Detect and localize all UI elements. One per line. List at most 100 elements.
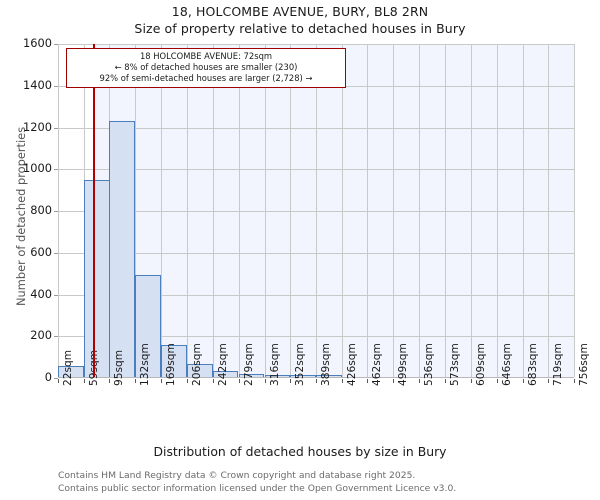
gridline-v-5 bbox=[187, 44, 189, 377]
gridline-v-10 bbox=[316, 44, 317, 377]
y-tick-label-600: 600 bbox=[30, 244, 52, 259]
gridline-v-4 bbox=[161, 44, 163, 377]
bar-352sqm bbox=[289, 375, 316, 377]
footer-line-1: Contains HM Land Registry data © Crown c… bbox=[58, 470, 416, 481]
y-tick-label-800: 800 bbox=[30, 203, 52, 217]
x-tick-label-352sqm: 352sqm bbox=[293, 343, 306, 386]
x-tick-mark-15 bbox=[445, 379, 447, 383]
x-tick-label-95sqm: 95sqm bbox=[113, 349, 126, 386]
y-tick-label-400: 400 bbox=[30, 286, 52, 301]
x-tick-mark-3 bbox=[135, 379, 137, 383]
x-tick-label-646sqm: 646sqm bbox=[500, 343, 513, 386]
bar-279sqm bbox=[238, 373, 265, 377]
footer-attribution: Contains HM Land Registry data © Crown c… bbox=[58, 470, 588, 495]
x-tick-label-499sqm: 499sqm bbox=[397, 343, 410, 386]
gridline-v-12 bbox=[367, 44, 369, 377]
x-tick-label-536sqm: 536sqm bbox=[423, 343, 436, 386]
footer-line-2: Contains public sector information licen… bbox=[58, 482, 457, 494]
y-tick-mark-1400 bbox=[54, 85, 58, 87]
y-tick-mark-1600 bbox=[54, 44, 58, 45]
x-tick-label-426sqm: 426sqm bbox=[346, 343, 358, 386]
x-tick-label-169sqm: 169sqm bbox=[165, 343, 178, 386]
gridline-v-7 bbox=[238, 44, 240, 377]
x-tick-label-719sqm: 719sqm bbox=[551, 343, 564, 386]
gridline-v-16 bbox=[470, 44, 472, 377]
x-tick-label-206sqm: 206sqm bbox=[191, 343, 204, 386]
bar-132sqm bbox=[135, 274, 162, 377]
gridline-v-14 bbox=[419, 44, 421, 377]
x-tick-label-389sqm: 389sqm bbox=[320, 343, 332, 386]
bar-59sqm bbox=[84, 179, 110, 377]
x-tick-label-316sqm: 316sqm bbox=[268, 343, 281, 386]
bar-242sqm bbox=[212, 370, 239, 377]
x-tick-label-242sqm: 242sqm bbox=[216, 343, 229, 386]
gridline-v-6 bbox=[212, 44, 214, 377]
y-tick-mark-600 bbox=[54, 252, 58, 254]
gridline-v-13 bbox=[393, 44, 395, 377]
gridline-v-20 bbox=[574, 44, 575, 377]
y-tick-mark-400 bbox=[54, 294, 58, 296]
y-tick-mark-1200 bbox=[54, 127, 58, 129]
x-tick-mark-2 bbox=[109, 379, 111, 383]
x-tick-mark-4 bbox=[161, 379, 163, 383]
y-tick-mark-200 bbox=[54, 336, 58, 338]
x-axis-label: Distribution of detached houses by size … bbox=[153, 444, 447, 459]
bar-22sqm bbox=[58, 365, 84, 377]
y-tick-label-1600: 1600 bbox=[23, 36, 52, 50]
y-tick-mark-0 bbox=[54, 378, 58, 379]
x-tick-label-683sqm: 683sqm bbox=[526, 343, 539, 386]
bar-95sqm bbox=[109, 121, 136, 377]
gridline-v-18 bbox=[522, 44, 524, 377]
annotation-line-3: 92% of semi-detached houses are larger (… bbox=[99, 73, 313, 84]
plot-area bbox=[58, 44, 575, 378]
x-tick-mark-16 bbox=[470, 379, 472, 383]
gridline-v-8 bbox=[264, 44, 266, 377]
gridline-v-15 bbox=[445, 44, 447, 377]
x-tick-mark-9 bbox=[289, 379, 291, 383]
bar-169sqm bbox=[161, 344, 188, 377]
x-tick-mark-17 bbox=[496, 379, 498, 383]
x-tick-mark-0 bbox=[58, 379, 59, 383]
property-marker-line bbox=[93, 44, 95, 377]
page-subtitle: Size of property relative to detached ho… bbox=[134, 21, 466, 36]
gridline-v-3 bbox=[135, 44, 137, 377]
y-tick-label-1000: 1000 bbox=[23, 161, 52, 176]
page-title: 18, HOLCOMBE AVENUE, BURY, BL8 2RN bbox=[171, 4, 429, 19]
x-tick-mark-6 bbox=[212, 379, 214, 383]
gridline-v-19 bbox=[547, 44, 549, 377]
y-tick-label-1200: 1200 bbox=[23, 119, 52, 134]
x-tick-label-132sqm: 132sqm bbox=[139, 343, 152, 386]
histogram-bars bbox=[58, 44, 574, 377]
gridline-v-17 bbox=[496, 44, 498, 377]
annotation-line-2: ← 8% of detached houses are smaller (230… bbox=[114, 62, 298, 73]
gridline-v-11 bbox=[342, 44, 343, 377]
annotation-line-1: 18 HOLCOMBE AVENUE: 72sqm bbox=[139, 51, 273, 61]
x-tick-mark-12 bbox=[367, 379, 369, 383]
x-tick-mark-14 bbox=[419, 379, 421, 383]
x-tick-mark-19 bbox=[547, 379, 549, 383]
y-tick-label-1400: 1400 bbox=[23, 77, 52, 92]
bar-316sqm bbox=[264, 374, 291, 377]
x-tick-label-573sqm: 573sqm bbox=[449, 343, 462, 386]
x-tick-label-279sqm: 279sqm bbox=[242, 343, 255, 386]
y-tick-label-0: 0 bbox=[44, 370, 52, 384]
x-tick-label-22sqm: 22sqm bbox=[62, 349, 74, 386]
x-tick-mark-5 bbox=[187, 379, 189, 383]
x-tick-mark-18 bbox=[522, 379, 524, 383]
x-tick-label-462sqm: 462sqm bbox=[371, 343, 384, 386]
bar-389sqm bbox=[316, 375, 342, 377]
x-tick-mark-7 bbox=[238, 379, 240, 383]
x-tick-mark-11 bbox=[342, 379, 343, 383]
gridline-v-9 bbox=[289, 44, 291, 377]
x-tick-mark-1 bbox=[84, 379, 85, 383]
x-tick-mark-20 bbox=[574, 379, 575, 383]
annotation-box: 18 HOLCOMBE AVENUE: 72sqm ← 8% of detach… bbox=[66, 48, 346, 89]
y-tick-mark-800 bbox=[54, 211, 58, 212]
gridline-v-0 bbox=[58, 44, 59, 377]
bar-206sqm bbox=[187, 364, 214, 377]
x-tick-label-756sqm: 756sqm bbox=[578, 343, 590, 386]
x-tick-label-609sqm: 609sqm bbox=[474, 343, 487, 386]
x-tick-mark-8 bbox=[264, 379, 266, 383]
x-tick-mark-13 bbox=[393, 379, 395, 383]
